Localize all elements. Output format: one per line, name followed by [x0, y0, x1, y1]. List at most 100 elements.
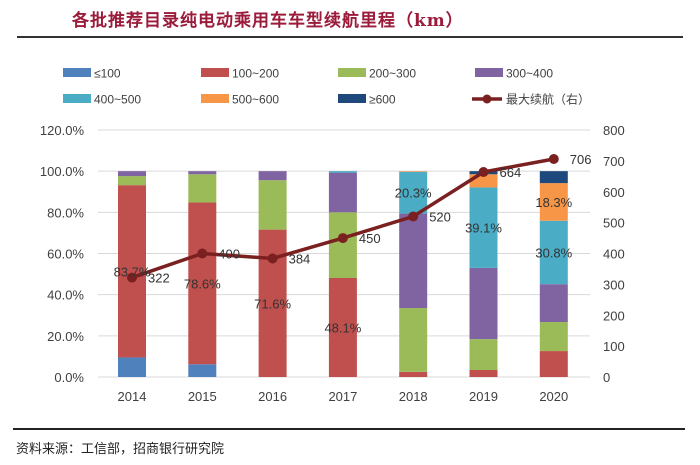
y-left-tick-label: 60.0% — [47, 247, 84, 262]
y-left-tick-label: 20.0% — [47, 329, 84, 344]
legend-label: 最大续航（右） — [506, 92, 590, 107]
line-value-label-2017: 450 — [359, 231, 381, 246]
legend-label: 200~300 — [369, 67, 416, 81]
bar-segment-2020 — [539, 351, 568, 377]
line-marker-2014 — [127, 272, 137, 283]
legend-swatch — [201, 94, 229, 103]
legend-swatch — [63, 94, 91, 103]
y-right-tick-label: 0 — [603, 370, 610, 385]
bar-segment-2020 — [539, 322, 568, 352]
bar-segment-2019 — [469, 339, 498, 371]
max-range-line — [127, 154, 559, 283]
x-tick-label: 2016 — [258, 389, 287, 404]
bar-segment-2020 — [539, 183, 568, 221]
legend-item: 500~600 — [201, 93, 279, 107]
legend-swatch — [338, 68, 366, 77]
data-label-2019: 39.1% — [465, 221, 502, 236]
bar-segment-2015 — [188, 364, 217, 377]
chart: 83.7% 78.6% 71.6% 48.1% 20.3% 39.1% 30.8% 18.3%… — [40, 67, 625, 405]
line-marker-2016 — [267, 253, 278, 264]
y-left-tick-label: 0.0% — [54, 370, 84, 385]
x-axis: 2014 2015 2016 2017 2018 2019 2020 — [118, 389, 569, 404]
legend-label: ≤100 — [94, 67, 121, 81]
bar-segment-2014 — [118, 185, 146, 358]
bar-segment-2015 — [188, 171, 217, 175]
stacked-bars — [118, 171, 568, 377]
data-label-2020: 30.8% — [535, 245, 572, 260]
line-value-label-2014: 322 — [148, 271, 170, 286]
bar-segment-2018 — [399, 213, 428, 309]
bar-segment-2020 — [539, 220, 568, 285]
data-label-2017: 48.1% — [324, 320, 361, 335]
title-divider — [17, 36, 683, 38]
bar-segment-2020 — [539, 284, 568, 323]
bar-segment-2017 — [328, 277, 357, 377]
bar-segment-2019 — [469, 187, 498, 268]
x-tick-label: 2014 — [118, 389, 147, 404]
source-divider — [13, 428, 685, 430]
source-note: 资料来源：工信部，招商银行研究院 — [16, 442, 225, 457]
line-marker-2017 — [337, 233, 348, 244]
legend-item: ≥600 — [338, 93, 396, 107]
bar-segment-2016 — [258, 180, 287, 230]
line-value-label-2015: 400 — [218, 247, 240, 262]
legend-item: 100~200 — [201, 67, 279, 81]
chart-title: 各批推荐目录纯电动乘用车车型续航里程（km） — [72, 11, 464, 31]
legend-swatch — [201, 68, 229, 77]
data-label-2016: 71.6% — [254, 296, 291, 311]
bar-segment-2018 — [399, 371, 428, 377]
legend-marker — [482, 94, 492, 104]
x-tick-label: 2017 — [328, 389, 357, 404]
bar-segment-2017 — [328, 212, 357, 278]
legend-label: ≥600 — [369, 93, 396, 107]
line-value-label-2020: 706 — [570, 152, 592, 167]
line-marker-2019 — [478, 166, 489, 177]
y-left-tick-label: 80.0% — [47, 205, 84, 220]
line-marker-2015 — [197, 248, 208, 259]
legend-label: 500~600 — [232, 93, 279, 107]
y-right-tick-label: 300 — [603, 277, 625, 292]
line-marker-2020 — [548, 154, 559, 165]
bar-segment-2019 — [469, 370, 498, 377]
bar-segment-2017 — [328, 172, 357, 213]
bar-segment-2018 — [399, 171, 428, 214]
legend-label: 100~200 — [232, 67, 279, 81]
x-tick-label: 2019 — [469, 389, 498, 404]
data-label-2015: 78.6% — [184, 276, 221, 291]
bar-segment-2016 — [258, 171, 287, 181]
legend-swatch — [338, 94, 366, 103]
data-label-2018: 20.3% — [395, 186, 432, 201]
bar-segment-2015 — [188, 202, 217, 365]
y-right-tick-label: 600 — [603, 185, 625, 200]
y-left-tick-label: 40.0% — [47, 288, 84, 303]
y-right-tick-label: 100 — [603, 339, 625, 354]
y-left-tick-label: 120.0% — [40, 123, 85, 138]
y-right-tick-label: 400 — [603, 247, 625, 262]
x-tick-label: 2020 — [539, 389, 568, 404]
bar-segment-2019 — [469, 267, 498, 340]
legend-item: 400~500 — [63, 93, 141, 107]
legend-swatch — [475, 68, 503, 77]
bar-segment-2014 — [118, 171, 146, 177]
legend-item: 300~400 — [475, 67, 553, 81]
data-label-2020: 18.3% — [535, 195, 572, 210]
y-right-tick-label: 800 — [603, 123, 625, 138]
data-labels: 83.7% 78.6% 71.6% 48.1% 20.3% 39.1% 30.8% 18.3%… — [114, 152, 592, 335]
bar-segment-2018 — [399, 171, 428, 172]
line-value-label-2016: 384 — [289, 251, 311, 266]
legend-item: ≤100 — [63, 67, 121, 81]
y-left-tick-label: 100.0% — [40, 164, 85, 179]
line-value-label-2018: 520 — [429, 209, 451, 224]
line-marker-2018 — [408, 211, 419, 222]
legend-label: 400~500 — [94, 93, 141, 107]
y-right-tick-label: 500 — [603, 216, 625, 231]
right-axis: 0 100 200 300 400 500 600 700 800 — [603, 123, 625, 385]
legend-label: 300~400 — [506, 67, 553, 81]
bar-segment-2015 — [188, 174, 217, 203]
y-right-tick-label: 700 — [603, 154, 625, 169]
x-tick-label: 2015 — [188, 389, 217, 404]
bar-segment-2020 — [539, 171, 568, 184]
left-axis: 0.0% 20.0% 40.0% 60.0% 80.0% 100.0% 120.0% — [40, 123, 85, 385]
line-value-label-2019: 664 — [500, 165, 522, 180]
x-tick-label: 2018 — [399, 389, 428, 404]
